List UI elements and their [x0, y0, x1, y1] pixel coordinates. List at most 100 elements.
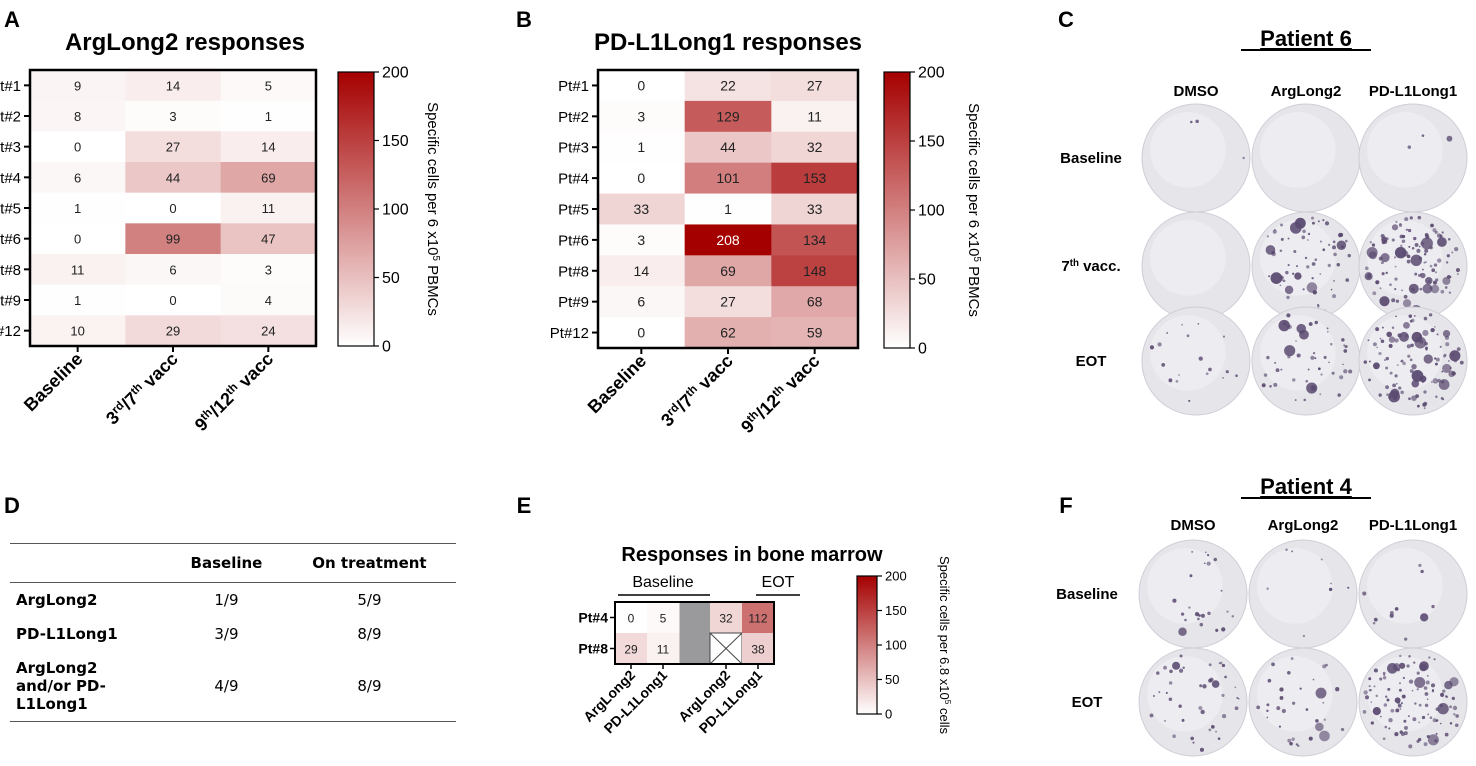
spot: [1304, 256, 1308, 260]
spot: [1222, 376, 1224, 379]
column-header: DMSO: [1171, 517, 1216, 534]
heatmap-cell: [30, 284, 126, 316]
heatmap-value: 11: [262, 201, 276, 216]
spot: [1224, 675, 1227, 679]
spot: [1439, 692, 1445, 697]
spot: [1265, 245, 1276, 255]
spot: [1279, 284, 1282, 287]
spot: [1317, 367, 1321, 371]
colorbar-tick-label: 0: [885, 707, 892, 722]
table-row-label-line: L1Long1: [16, 695, 88, 713]
spot: [1402, 250, 1409, 257]
spot: [1168, 378, 1173, 383]
spot: [1448, 360, 1450, 362]
heatmap-cell: [598, 286, 686, 318]
spot: [1426, 675, 1429, 677]
spot: [1221, 663, 1226, 668]
spot: [1178, 668, 1184, 673]
spot: [1413, 315, 1416, 317]
spot: [1225, 370, 1229, 374]
panel-letter: D: [4, 493, 20, 518]
colorbar-tick-label: 150: [885, 603, 907, 618]
heatmap-cell: [220, 284, 317, 316]
spot: [1423, 252, 1427, 256]
spot: [1459, 360, 1464, 365]
spot: [1442, 363, 1452, 373]
spot: [1407, 715, 1410, 718]
spot: [1195, 119, 1199, 124]
spot: [1421, 134, 1425, 138]
spot: [1235, 374, 1238, 378]
spot: [1345, 278, 1350, 282]
spot: [1409, 369, 1414, 373]
spot: [1399, 331, 1409, 342]
spot: [1393, 256, 1397, 259]
spot: [1206, 561, 1211, 566]
spot: [1427, 734, 1439, 746]
spot: [1347, 586, 1350, 589]
row-label: EOT: [1072, 694, 1103, 711]
spot: [1412, 717, 1417, 722]
spot: [1423, 390, 1427, 394]
spot: [1446, 135, 1453, 142]
spot: [1328, 243, 1331, 246]
spot: [1442, 689, 1446, 693]
spot: [1295, 743, 1299, 746]
spot: [1191, 550, 1194, 553]
spot: [1386, 698, 1390, 702]
spot: [1312, 351, 1316, 355]
spot: [1169, 669, 1173, 674]
heatmap-cell: [220, 254, 317, 286]
spot: [1417, 215, 1422, 220]
spot: [1431, 381, 1433, 383]
group-label: Baseline: [632, 574, 693, 591]
col-label: 3rd/7th vacc: [657, 350, 737, 430]
heatmap-value: 24: [261, 324, 275, 339]
spot: [1312, 678, 1315, 681]
spot: [1417, 404, 1420, 408]
spot: [1400, 360, 1403, 363]
spot: [1431, 268, 1436, 273]
row-label: Pt#2: [558, 109, 589, 126]
spot: [1441, 370, 1444, 373]
table-cell: 8/9: [282, 651, 456, 722]
colorbar-label: Specific cells per 6.8 x105 cells: [937, 556, 953, 735]
spot: [1456, 273, 1459, 276]
heatmap-value: 59: [807, 325, 823, 341]
heatmap-value: 3: [637, 108, 645, 124]
spot: [1311, 277, 1314, 280]
spot: [1400, 390, 1404, 395]
spot: [1399, 708, 1402, 710]
heatmap-cell: [30, 131, 126, 163]
spot: [1446, 254, 1450, 258]
well-highlight: [1150, 220, 1226, 296]
spot: [1400, 702, 1403, 705]
table-row: ArgLong2 1/9 5/9: [10, 583, 456, 618]
spot: [1302, 288, 1305, 291]
table-row: PD-L1Long1 3/9 8/9: [10, 617, 456, 651]
spot: [1399, 654, 1402, 658]
spot: [1343, 369, 1348, 374]
spot: [1428, 656, 1431, 659]
spot: [1413, 661, 1416, 664]
spot: [1322, 701, 1325, 704]
spot: [1157, 342, 1162, 347]
spot: [1407, 354, 1411, 358]
row-label: Baseline: [1056, 586, 1118, 603]
spot: [1338, 232, 1343, 238]
heatmap-value: 0: [74, 232, 81, 247]
spot: [1418, 703, 1422, 707]
spot: [1221, 714, 1227, 719]
spot: [1163, 665, 1167, 670]
panel-letter: B: [516, 7, 532, 32]
spot: [1400, 731, 1405, 737]
heatmap-value: 3: [265, 262, 272, 277]
spot: [1424, 346, 1428, 350]
spot: [1282, 279, 1286, 283]
colorbar-tick-label: 50: [885, 672, 899, 687]
spot: [1302, 634, 1306, 638]
spot: [1408, 397, 1411, 401]
spot: [1293, 250, 1297, 254]
heatmap-value: 11: [657, 643, 670, 657]
panel-title: Patient 6: [1260, 26, 1352, 51]
